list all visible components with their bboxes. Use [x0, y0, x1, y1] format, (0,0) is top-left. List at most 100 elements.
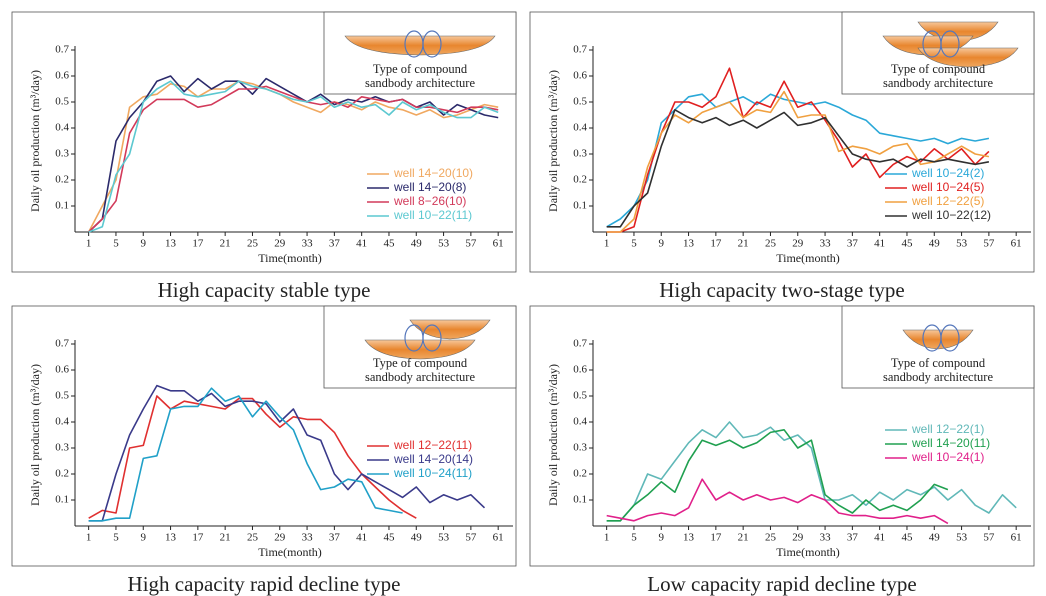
- x-tick-label: 9: [141, 238, 147, 250]
- x-tick-label: 21: [220, 532, 231, 544]
- x-tick-label: 33: [820, 238, 832, 250]
- x-tick-label: 13: [165, 532, 177, 544]
- x-tick-label: 49: [929, 532, 941, 544]
- y-tick-label: 0.6: [573, 70, 587, 82]
- y-tick-label: 0.7: [55, 44, 69, 56]
- legend-label: well 14−20(10): [393, 166, 473, 180]
- inset-box: [323, 11, 517, 95]
- legend-label: well 10−24(11): [393, 466, 472, 480]
- x-tick-label: 57: [983, 238, 995, 250]
- inset-label: Type of compound: [891, 62, 986, 76]
- x-tick-label: 1: [604, 532, 610, 544]
- data-line: [88, 85, 499, 233]
- data-line: [88, 75, 499, 233]
- y-tick-label: 0.1: [573, 494, 587, 506]
- x-axis-label: Time(month): [258, 545, 322, 559]
- y-axis-label: Daily oil production (m³/day): [546, 70, 560, 212]
- y-tick-label: 0.7: [573, 338, 587, 350]
- x-tick-label: 53: [956, 532, 968, 544]
- x-tick-label: 45: [901, 532, 913, 544]
- x-tick-label: 57: [983, 532, 995, 544]
- inset-label: Type of compound: [891, 356, 986, 370]
- x-tick-label: 25: [765, 532, 777, 544]
- y-tick-label: 0.4: [573, 122, 587, 134]
- x-tick-label: 49: [411, 238, 423, 250]
- x-tick-label: 29: [792, 238, 804, 250]
- x-tick-label: 53: [438, 532, 450, 544]
- y-tick-label: 0.6: [573, 364, 587, 376]
- x-tick-label: 49: [411, 532, 423, 544]
- inset-label: Type of compound: [373, 62, 468, 76]
- x-tick-label: 21: [220, 238, 231, 250]
- legend-label: well 10−24(2): [911, 166, 984, 180]
- x-tick-label: 5: [631, 238, 637, 250]
- legend-label: well 12−22(5): [911, 194, 984, 208]
- x-tick-label: 25: [247, 238, 259, 250]
- inset-label: sandbody architecture: [883, 76, 993, 90]
- panel-caption: High capacity rapid decline type: [128, 572, 401, 596]
- legend-label: well 12−22(11): [393, 438, 472, 452]
- x-tick-label: 17: [710, 238, 722, 250]
- x-tick-label: 13: [165, 238, 177, 250]
- data-line: [606, 478, 949, 525]
- panel-caption: High capacity two-stage type: [659, 278, 905, 302]
- x-tick-label: 45: [383, 532, 395, 544]
- x-tick-label: 61: [1011, 238, 1022, 250]
- y-tick-label: 0.3: [55, 148, 69, 160]
- x-tick-label: 25: [765, 238, 777, 250]
- panel-caption: Low capacity rapid decline type: [647, 572, 916, 596]
- y-tick-label: 0.3: [55, 442, 69, 454]
- x-axis-label: Time(month): [776, 545, 840, 559]
- sandbody-ring: [940, 324, 960, 352]
- x-tick-label: 33: [302, 532, 314, 544]
- legend-label: well 10−22(12): [911, 208, 991, 222]
- legend-label: well 10−22(11): [393, 208, 472, 222]
- legend-label: well 8−26(10): [393, 194, 466, 208]
- x-tick-label: 53: [956, 238, 968, 250]
- x-tick-label: 37: [847, 238, 859, 250]
- data-line: [88, 80, 499, 233]
- y-tick-label: 0.6: [55, 70, 69, 82]
- x-tick-label: 9: [141, 532, 147, 544]
- x-tick-label: 29: [792, 532, 804, 544]
- legend-label: well 10−24(5): [911, 180, 984, 194]
- x-tick-label: 5: [631, 532, 637, 544]
- x-tick-label: 1: [86, 532, 92, 544]
- data-line: [88, 395, 417, 519]
- panel-frame: [11, 305, 517, 567]
- x-tick-label: 9: [659, 532, 665, 544]
- y-tick-label: 0.7: [573, 44, 587, 56]
- sandbody-lens: [902, 329, 974, 350]
- panel-frame: [11, 11, 517, 273]
- x-tick-label: 45: [383, 238, 395, 250]
- chart-panel: 0.1 0.2 0.3 0.4 0.5 0.6 0.7 1 5 9 13 17 21 25 29 33 37 41…: [11, 11, 517, 302]
- x-tick-label: 49: [929, 238, 941, 250]
- x-tick-label: 5: [113, 238, 119, 250]
- x-tick-label: 21: [738, 532, 749, 544]
- sandbody-ring: [940, 30, 960, 58]
- x-tick-label: 61: [493, 238, 504, 250]
- y-tick-label: 0.4: [573, 416, 587, 428]
- x-tick-label: 13: [683, 532, 695, 544]
- y-axis-label: Daily oil production (m³/day): [28, 70, 42, 212]
- panel-frame: [529, 11, 1035, 273]
- x-tick-label: 13: [683, 238, 695, 250]
- inset-label: sandbody architecture: [365, 370, 475, 384]
- y-tick-label: 0.2: [55, 174, 69, 186]
- y-tick-label: 0.5: [55, 390, 69, 402]
- y-tick-label: 0.7: [55, 338, 69, 350]
- y-tick-label: 0.3: [573, 148, 587, 160]
- x-tick-label: 1: [604, 238, 610, 250]
- x-tick-label: 5: [113, 532, 119, 544]
- x-tick-label: 53: [438, 238, 450, 250]
- x-tick-label: 1: [86, 238, 92, 250]
- x-tick-label: 41: [874, 532, 885, 544]
- inset-label: sandbody architecture: [365, 76, 475, 90]
- legend-label: well 12−22(1): [911, 422, 984, 436]
- inset-label: Type of compound: [373, 356, 468, 370]
- panel-frame: [529, 305, 1035, 567]
- y-tick-label: 0.2: [55, 468, 69, 480]
- x-tick-label: 17: [192, 532, 204, 544]
- panel-caption: High capacity stable type: [158, 278, 371, 302]
